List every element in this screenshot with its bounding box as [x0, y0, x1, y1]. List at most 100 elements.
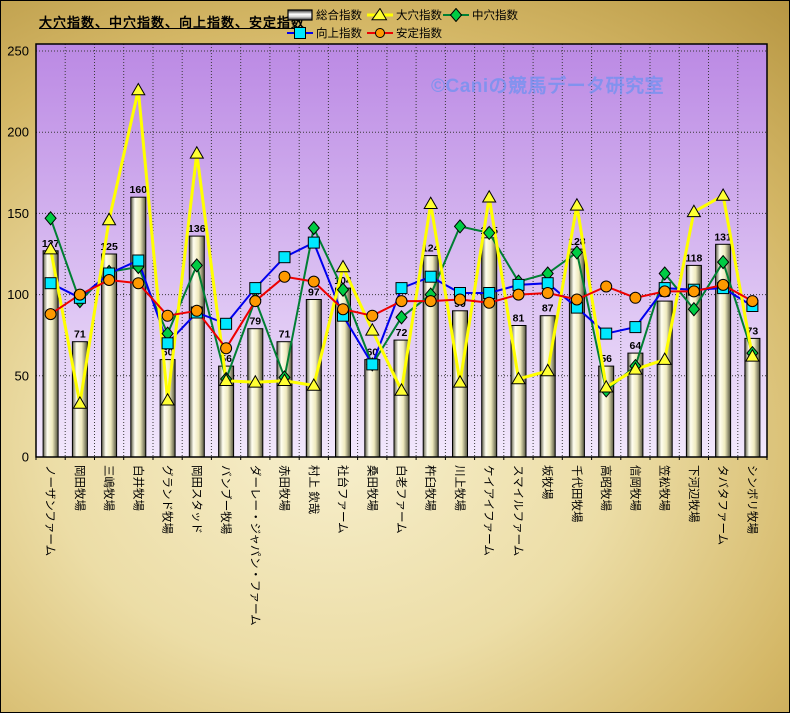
bar-value-label: 160	[130, 184, 148, 196]
bar-value-label: 73	[747, 325, 759, 337]
triangle-marker	[686, 204, 702, 218]
triangle-marker	[569, 197, 585, 211]
legend-item: 向上指数	[287, 25, 362, 41]
triangle-marker	[189, 145, 205, 159]
bar	[422, 255, 439, 458]
legend-item-label: 向上指数	[316, 28, 362, 40]
triangle-marker	[306, 377, 322, 391]
x-axis-category-label: シンボリ牧場	[745, 465, 759, 534]
legend-item: 安定指数	[367, 25, 442, 41]
square-marker	[44, 277, 57, 290]
circle-marker	[395, 295, 408, 308]
x-axis-category-label: 桑田牧場	[365, 465, 379, 511]
circle-marker	[512, 288, 525, 301]
circle-marker	[132, 277, 145, 290]
legend-item-label: 大穴指数	[396, 10, 442, 22]
square-marker	[600, 327, 613, 340]
bar-value-label: 97	[308, 287, 320, 299]
x-axis-category-label: スマイルファーム	[512, 465, 525, 556]
square-marker	[424, 270, 437, 283]
diamond-marker	[307, 220, 320, 236]
legend-circle-icon	[367, 28, 393, 38]
bar-value-label: 136	[188, 223, 206, 235]
bar-value-label: 124	[422, 243, 440, 255]
x-axis-category-label: 社台ファーム	[336, 465, 350, 534]
triangle-marker	[160, 392, 175, 406]
x-axis-category-label: 坂牧場	[541, 465, 555, 500]
diamond-marker	[570, 245, 584, 260]
bar	[656, 300, 673, 458]
x-axis-category-label: 岡田スタッド	[190, 465, 203, 534]
square-marker	[278, 251, 291, 264]
legend-item-label: 中穴指数	[472, 10, 518, 22]
diamond-marker	[44, 211, 57, 226]
square-marker	[249, 282, 262, 295]
x-axis-category-label: 杵臼牧場	[424, 465, 438, 511]
x-axis-category-label: 川上牧場	[453, 465, 467, 511]
bar-value-label: 87	[542, 303, 554, 315]
circle-marker	[600, 280, 613, 293]
bar-value-label: 60	[366, 347, 378, 359]
legend-diamond-icon	[443, 8, 469, 22]
square-marker	[161, 337, 174, 350]
triangle-marker	[598, 379, 614, 393]
bar-value-label: 131	[714, 231, 732, 243]
bar-value-label: 56	[600, 353, 612, 365]
bar-value-label: 71	[74, 329, 86, 341]
circle-marker	[337, 303, 349, 316]
circle-marker	[190, 304, 203, 317]
bar	[364, 359, 381, 458]
circle-marker	[375, 28, 385, 38]
circle-marker	[161, 309, 174, 322]
triangle-marker	[423, 196, 439, 209]
diamond-marker	[395, 310, 408, 325]
bar-value-label: 60	[162, 347, 174, 359]
x-axis-category-label: 岡田牧場	[73, 465, 87, 511]
square-marker	[366, 358, 379, 371]
x-axis-category-label: 千代田牧場	[570, 465, 584, 523]
x-axis-category-label: 笠松牧場	[658, 465, 672, 511]
x-axis-category-label: グランド牧場	[161, 465, 175, 534]
triangle-marker	[130, 82, 146, 96]
y-axis-tick-label: 50	[15, 368, 29, 383]
square-marker	[132, 254, 145, 267]
square-marker	[220, 317, 233, 330]
diamond-marker	[336, 282, 350, 297]
circle-marker	[746, 295, 759, 308]
diamond-marker	[658, 266, 671, 281]
y-axis-tick-label: 100	[7, 287, 29, 302]
square-marker	[395, 282, 408, 295]
triangle-marker	[715, 187, 731, 201]
x-axis-category-label: 高昭牧場	[599, 465, 613, 511]
x-axis-category-label: 信岡牧場	[628, 465, 642, 511]
x-axis-category-label: 白井牧場	[131, 465, 145, 511]
bar	[130, 196, 147, 458]
diamond-marker	[687, 301, 701, 317]
legend-item-label: 総合指数	[316, 10, 362, 22]
triangle-marker	[481, 189, 497, 203]
legend-item: 中穴指数	[443, 7, 518, 23]
legend-triangle-icon	[367, 8, 393, 21]
triangle-marker	[218, 373, 234, 386]
x-axis-category-label: タバタファーム	[716, 465, 729, 545]
x-axis-category-label: 赤田牧場	[278, 465, 292, 511]
triangle-marker	[394, 382, 409, 396]
triangle-marker	[43, 241, 58, 255]
triangle-marker	[452, 374, 468, 388]
bar-value-label: 64	[630, 340, 642, 352]
y-axis-tick-label: 200	[7, 125, 29, 140]
circle-marker	[658, 285, 671, 298]
circle-marker	[73, 288, 86, 301]
triangle-marker	[371, 8, 388, 21]
circle-marker	[570, 293, 583, 306]
triangle-marker	[247, 374, 263, 388]
plot-border	[35, 43, 768, 458]
circle-marker	[541, 287, 554, 299]
square-marker	[294, 27, 306, 39]
triangle-marker	[72, 395, 88, 409]
triangle-marker	[335, 259, 351, 273]
circle-marker	[278, 270, 291, 283]
x-axis-category-label: 白老ファーム	[395, 465, 409, 534]
circle-marker	[483, 296, 496, 309]
